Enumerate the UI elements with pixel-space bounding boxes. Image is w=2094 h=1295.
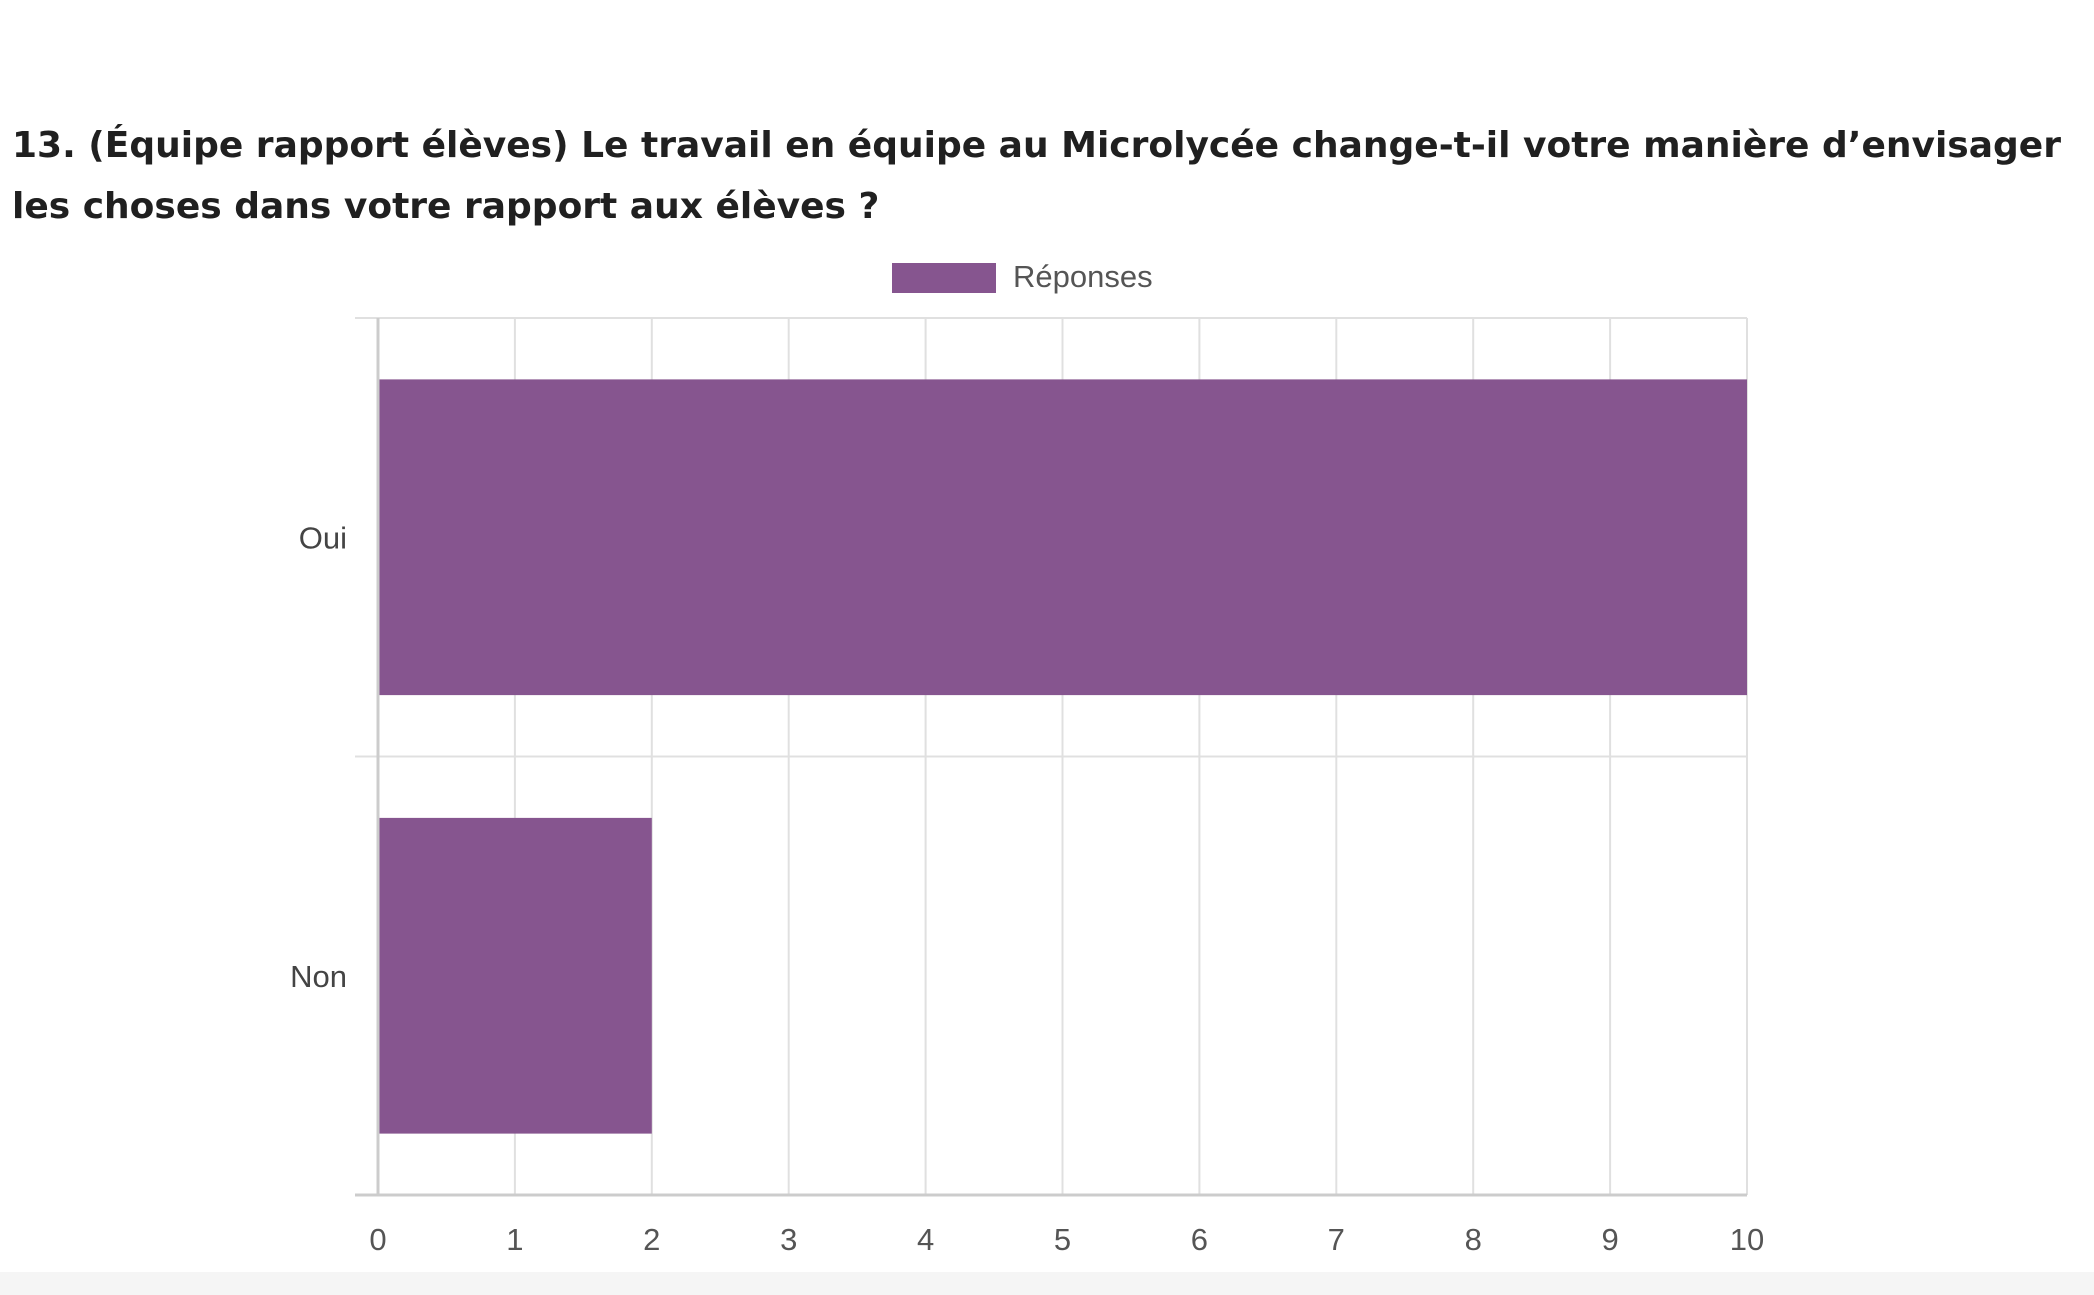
- x-tick-label-9: 9: [1601, 1222, 1618, 1257]
- question-title: 13. (Équipe rapport élèves) Le travail e…: [12, 125, 2061, 227]
- x-tick-label-6: 6: [1191, 1222, 1208, 1257]
- bars: [378, 379, 1747, 1134]
- x-tick-label-4: 4: [917, 1222, 934, 1257]
- axes: 0 1 2 3 4 5 6 7 8 9 10 Oui Non: [290, 318, 1764, 1257]
- legend-swatch: [892, 263, 996, 293]
- x-tick-label-10: 10: [1730, 1222, 1764, 1257]
- x-tick-label-5: 5: [1054, 1222, 1071, 1257]
- x-tick-label-7: 7: [1328, 1222, 1345, 1257]
- category-label-non: Non: [290, 959, 347, 994]
- legend: Réponses: [892, 259, 1153, 294]
- x-tick-label-2: 2: [643, 1222, 660, 1257]
- category-label-oui: Oui: [299, 520, 347, 555]
- bar-oui: [378, 379, 1747, 696]
- page-bottom-strip: [0, 1272, 2094, 1295]
- bar-non: [378, 817, 652, 1134]
- x-tick-label-8: 8: [1465, 1222, 1482, 1257]
- x-tick-label-0: 0: [369, 1222, 386, 1257]
- legend-label-reponses: Réponses: [1013, 259, 1153, 294]
- x-tick-label-1: 1: [506, 1222, 523, 1257]
- x-tick-label-3: 3: [780, 1222, 797, 1257]
